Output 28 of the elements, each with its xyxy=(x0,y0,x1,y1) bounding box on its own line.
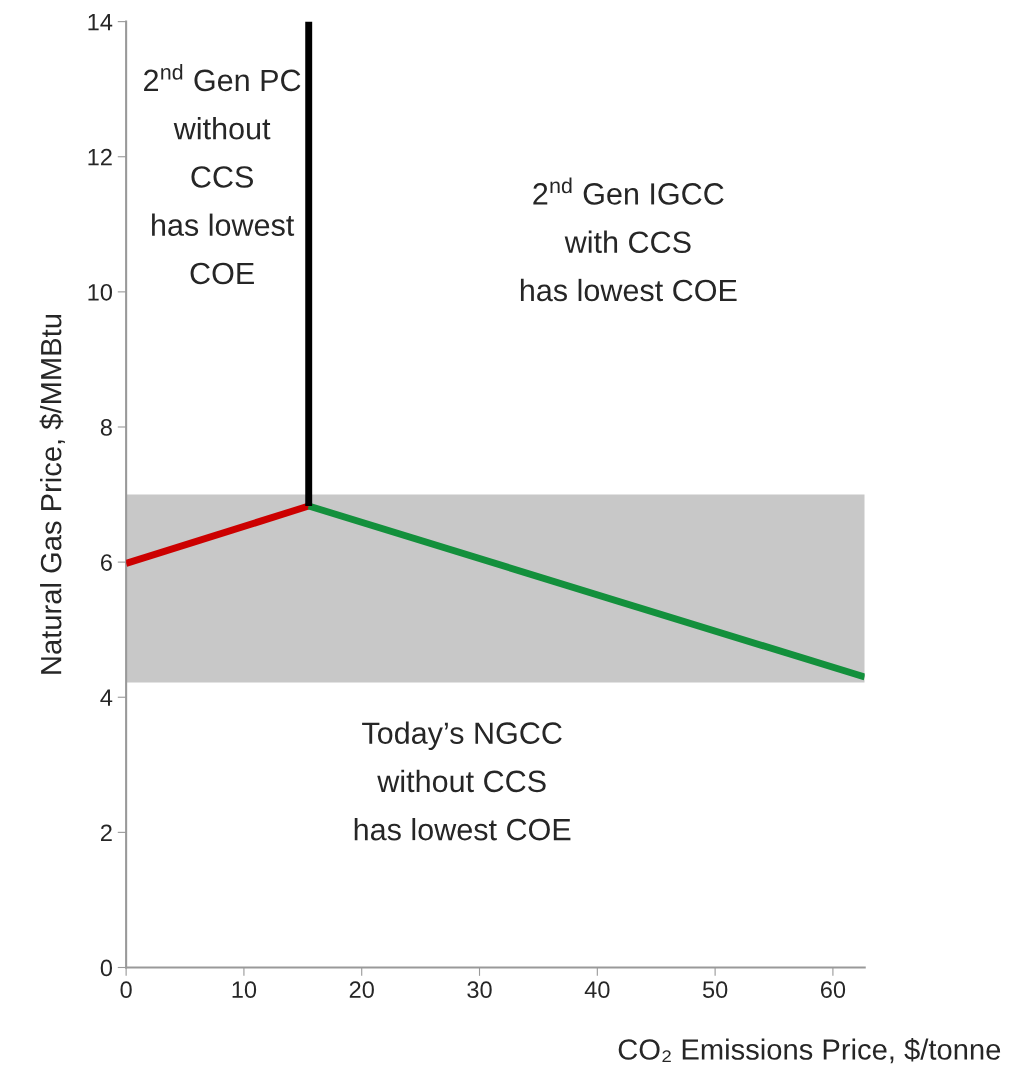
y-tick-label: 6 xyxy=(101,554,112,571)
y-tick-label: 10 xyxy=(88,283,113,301)
annotation: Today’s NGCC xyxy=(362,721,562,750)
x-tick-label: 0 xyxy=(120,981,132,999)
x-tick-label: 60 xyxy=(820,981,846,999)
annotation: has lowest COE xyxy=(520,278,737,302)
annotation: 2$^{nd}$ Gen PC xyxy=(144,64,301,92)
x-axis-title: CO₂ Emissions Price, $/tonne xyxy=(618,1037,1001,1064)
annotation: without xyxy=(173,117,271,140)
y-tick-label: 14 xyxy=(88,13,113,31)
x-tick-label: 20 xyxy=(349,981,374,999)
x-tick-label: 10 xyxy=(232,981,257,999)
y-tick-label: 8 xyxy=(100,419,112,436)
annotation: with CCS xyxy=(564,230,691,254)
annotation: 2$^{nd}$ Gen IGCC xyxy=(533,177,724,205)
annotation: has lowest xyxy=(152,213,295,237)
y-tick-label: 12 xyxy=(88,148,112,166)
x-tick-label: 50 xyxy=(702,981,728,999)
y-tick-label: 0 xyxy=(100,959,113,977)
annotation: COE xyxy=(190,262,254,285)
annotation: has lowest COE xyxy=(354,817,571,841)
x-tick-label: 40 xyxy=(584,981,610,999)
y-tick-label: 4 xyxy=(100,689,113,706)
x-tick-label: 30 xyxy=(467,981,492,999)
y-axis-title: Natural Gas Price, $/MMBtu xyxy=(39,314,65,674)
annotation: CCS xyxy=(191,166,253,188)
annotation: without CCS xyxy=(377,769,546,793)
y-tick-label: 2 xyxy=(100,824,112,841)
